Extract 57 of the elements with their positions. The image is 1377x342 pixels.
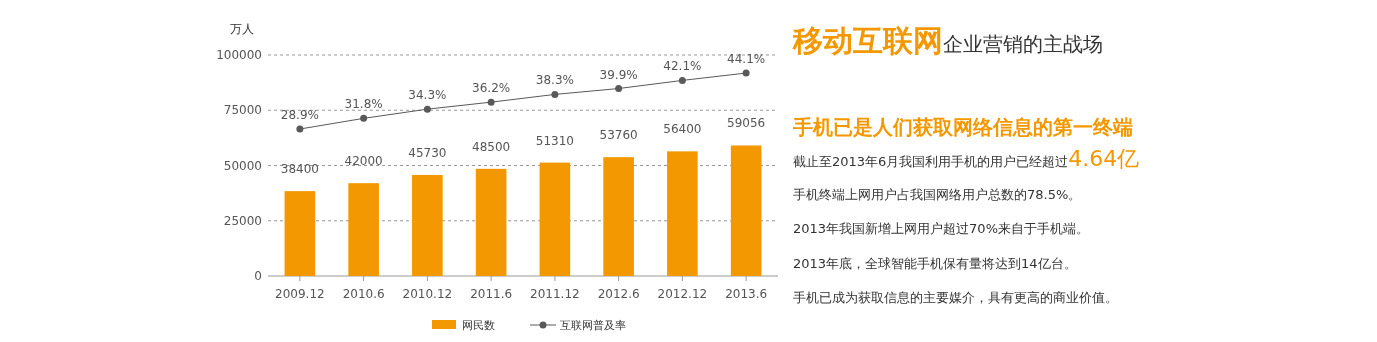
x-tick-label: 2012.12 bbox=[657, 287, 708, 301]
text: 手机已成为获取信息的主要媒介，具有更高的商业价值。 bbox=[793, 290, 1118, 305]
y-tick-label: 100000 bbox=[216, 48, 262, 62]
text: 2013年底，全球智能手机保有量将达到14亿台。 bbox=[793, 256, 1077, 271]
text: 移动互联网 bbox=[792, 23, 943, 58]
data-label: 42.1% bbox=[663, 59, 702, 74]
y-axis-title: 万人 bbox=[230, 22, 254, 36]
bar bbox=[539, 162, 571, 276]
legend-label: 网民数 bbox=[462, 319, 495, 332]
x-tick-label: 2009.12 bbox=[275, 287, 325, 301]
text: 手机终端上网用户占我国网络用户总数的78.5%。 bbox=[793, 187, 1082, 202]
bar bbox=[412, 174, 443, 276]
y-tick-label: 25000 bbox=[223, 213, 262, 228]
point bbox=[423, 105, 431, 113]
data-label: 31.8% bbox=[344, 97, 383, 112]
data-label: 45730 bbox=[408, 145, 447, 160]
x-tick-label: 2013.6 bbox=[725, 287, 768, 301]
point bbox=[678, 76, 686, 84]
point bbox=[551, 90, 559, 98]
data-label: 38.3% bbox=[535, 73, 574, 88]
text: 截止至2013年6月我国利用手机的用户已经超过 bbox=[793, 154, 1069, 169]
y-tick-label: 75000 bbox=[223, 103, 262, 118]
bar bbox=[667, 151, 698, 276]
text: 手机已是人们获取网络信息的第一终端 bbox=[792, 115, 1133, 139]
point bbox=[360, 114, 368, 122]
data-label: 28.9% bbox=[280, 108, 319, 123]
data-label: 51310 bbox=[535, 133, 574, 148]
data-label: 36.2% bbox=[472, 81, 511, 96]
data-label: 56400 bbox=[663, 122, 702, 137]
x-tick-label: 2012.6 bbox=[597, 287, 640, 301]
legend-label: 互联网普及率 bbox=[560, 319, 626, 332]
x-tick-label: 2010.6 bbox=[342, 287, 385, 301]
x-tick-label: 2010.12 bbox=[402, 287, 453, 301]
data-label: 48500 bbox=[472, 139, 511, 154]
bar bbox=[603, 157, 634, 276]
point bbox=[296, 125, 304, 133]
data-label: 34.3% bbox=[408, 88, 447, 103]
text: 企业营销的主战场 bbox=[943, 32, 1103, 56]
y-tick-label: 50000 bbox=[223, 158, 262, 173]
point bbox=[742, 69, 750, 77]
data-label: 38400 bbox=[280, 162, 319, 177]
text: 2013年我国新增上网用户超过70%来自于手机端。 bbox=[793, 221, 1089, 236]
bar bbox=[348, 183, 379, 276]
data-label: 44.1% bbox=[727, 52, 766, 67]
data-label: 42000 bbox=[344, 154, 383, 169]
point bbox=[615, 85, 623, 93]
data-label: 39.9% bbox=[599, 67, 638, 82]
x-tick-label: 2011.12 bbox=[530, 287, 580, 301]
data-label: 59056 bbox=[727, 116, 766, 131]
bar bbox=[475, 168, 507, 276]
x-tick-label: 2011.6 bbox=[470, 287, 513, 301]
data-label: 53760 bbox=[599, 128, 638, 143]
text: 4.64亿 bbox=[1068, 146, 1140, 171]
bar bbox=[730, 145, 762, 276]
y-tick-label: 0 bbox=[254, 269, 262, 283]
bar bbox=[284, 191, 316, 276]
point bbox=[487, 98, 495, 106]
